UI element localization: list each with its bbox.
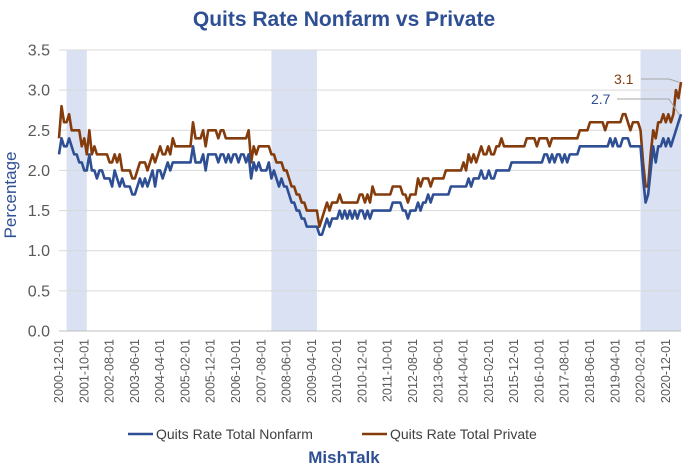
annotation-leader-1 xyxy=(617,98,680,115)
x-tick-label: 2001-10-01 xyxy=(77,339,91,403)
series-line-nonfarm xyxy=(57,113,683,236)
x-tick-label: 2008-06-01 xyxy=(280,339,294,403)
x-tick-label: 2020-12-01 xyxy=(659,339,673,403)
recession-band-0 xyxy=(66,50,87,331)
x-tick-label: 2004-04-01 xyxy=(153,339,167,403)
x-tick-label: 2007-08-01 xyxy=(254,339,268,403)
x-tick-label: 2010-12-01 xyxy=(355,339,369,403)
y-tick-label: 1.5 xyxy=(28,203,50,220)
x-tick-label: 2002-08-01 xyxy=(103,339,117,403)
y-axis-label: Percentage xyxy=(1,152,20,239)
y-tick-label: 3.0 xyxy=(28,83,50,100)
chart-title: Quits Rate Nonfarm vs Private xyxy=(193,8,495,31)
x-axis-ticks: 2000-12-01 2001-10-01 2002-08-01 2003-06-01… xyxy=(52,339,673,403)
x-tick-label: 2015-02-01 xyxy=(482,339,496,403)
x-tick-label: 2011-10-01 xyxy=(381,339,395,402)
y-tick-label: 0.5 xyxy=(28,283,50,300)
legend-label-private: Quits Rate Total Private xyxy=(390,426,537,442)
data-label-annotation: 2.7 xyxy=(591,91,611,107)
series-lines xyxy=(57,81,683,236)
x-tick-label: 2014-04-01 xyxy=(457,339,471,403)
y-tick-label: 0.0 xyxy=(28,324,50,341)
annotation-leader-0 xyxy=(641,78,680,83)
x-tick-label: 2016-10-01 xyxy=(532,339,546,403)
x-tick-label: 2006-10-01 xyxy=(229,339,243,403)
x-tick-label: 2000-12-01 xyxy=(52,339,66,403)
y-tick-label: 3.5 xyxy=(28,43,50,60)
series-line-private xyxy=(57,81,683,228)
y-tick-label: 2.0 xyxy=(28,163,50,180)
x-tick-label: 2009-04-01 xyxy=(305,339,319,403)
x-tick-label: 2013-06-01 xyxy=(431,339,445,403)
y-tick-label: 2.5 xyxy=(28,123,50,140)
x-tick-label: 2005-12-01 xyxy=(204,339,218,403)
x-tick-label: 2003-06-01 xyxy=(128,339,142,403)
x-tick-label: 2010-02-01 xyxy=(330,339,344,403)
y-tick-label: 1.0 xyxy=(28,243,50,260)
gridlines xyxy=(59,49,681,332)
legend-label-nonfarm: Quits Rate Total Nonfarm xyxy=(156,426,313,442)
x-tick-label: 2020-02-01 xyxy=(634,339,648,403)
y-axis-ticks: 0.0 0.5 1.0 1.5 2.0 2.5 3.0 3.5 xyxy=(28,43,50,341)
x-tick-label: 2005-02-01 xyxy=(178,339,192,403)
data-label-annotation: 3.1 xyxy=(614,71,634,87)
x-tick-label: 2019-04-01 xyxy=(608,339,622,403)
x-tick-label: 2017-08-01 xyxy=(558,339,572,403)
x-tick-label: 2012-08-01 xyxy=(406,339,420,403)
legend: Quits Rate Total Nonfarm Quits Rate Tota… xyxy=(128,426,537,442)
x-tick-label: 2018-06-01 xyxy=(583,339,597,403)
footer-brand: MishTalk xyxy=(308,448,380,467)
annotations: 3.12.7 xyxy=(591,71,680,115)
x-tick-label: 2015-12-01 xyxy=(507,339,521,403)
